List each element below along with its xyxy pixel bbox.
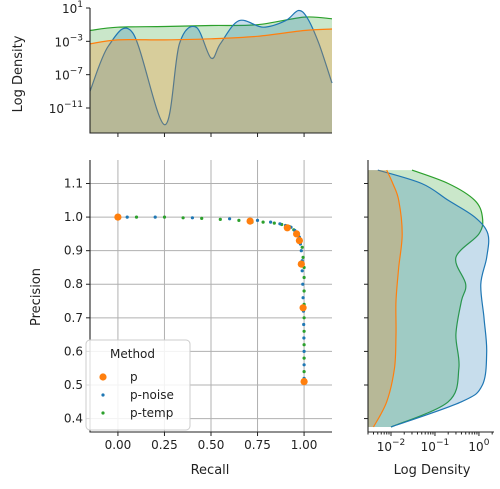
joint-xtick-label: 0.50 bbox=[198, 438, 225, 452]
density-fill-p-temp bbox=[368, 170, 483, 427]
legend-marker-p-noise bbox=[101, 393, 105, 397]
point-p bbox=[293, 230, 301, 238]
legend-label-p-temp: p-temp bbox=[130, 406, 173, 420]
legend: Method p p-noise p-temp bbox=[85, 339, 191, 431]
joint-panel: 0.00 0.25 0.50 0.75 1.00 0.4 0.5 0.6 0.7 0.8 0.9 1.… bbox=[29, 160, 332, 478]
joint-xtick-label: 0.75 bbox=[244, 438, 271, 452]
density-line-p-temp bbox=[390, 169, 484, 428]
right-spines bbox=[367, 160, 494, 433]
point-p-temp bbox=[261, 220, 265, 224]
point-p-noise bbox=[301, 282, 305, 286]
right-xlabel: Log Density bbox=[394, 463, 471, 478]
right-xtick-label: 100 bbox=[468, 438, 489, 454]
point-p-noise bbox=[302, 336, 306, 340]
point-p-temp bbox=[300, 245, 304, 249]
top-ytick-label: 10−11 bbox=[49, 100, 83, 116]
point-p bbox=[295, 237, 303, 245]
point-p-noise bbox=[302, 363, 306, 367]
point-p-noise bbox=[255, 218, 260, 222]
legend-label-p-noise: p-noise bbox=[130, 388, 174, 402]
right-marginal-panel: 10−2 10−1 100 Log Density bbox=[364, 160, 494, 478]
legend-marker-p-temp bbox=[101, 411, 105, 415]
point-p-noise bbox=[302, 322, 306, 327]
point-p-temp bbox=[200, 216, 204, 220]
joint-ytick-label: 1.1 bbox=[64, 177, 83, 191]
point-p-temp bbox=[181, 216, 185, 220]
legend-label-p: p bbox=[130, 370, 138, 384]
density-line-p bbox=[89, 28, 333, 45]
point-p-temp bbox=[302, 343, 306, 347]
density-line-p-noise bbox=[377, 169, 490, 428]
point-p-noise bbox=[278, 222, 282, 226]
point-p-temp bbox=[302, 289, 306, 293]
point-p-noise bbox=[153, 215, 157, 219]
density-line-p-temp bbox=[89, 16, 333, 32]
point-p bbox=[114, 213, 122, 221]
joint-xtick-label: 1.00 bbox=[291, 438, 318, 452]
density-fill-p bbox=[368, 170, 403, 427]
joint-ytick-label: 0.8 bbox=[64, 277, 83, 291]
legend-marker-p bbox=[99, 373, 107, 381]
joint-ytick-label: 0.6 bbox=[64, 344, 83, 358]
top-spines bbox=[89, 8, 332, 134]
point-p-noise bbox=[301, 296, 305, 300]
point-p-noise bbox=[125, 215, 129, 219]
point-p-temp bbox=[301, 255, 305, 259]
right-xtick-label: 10−2 bbox=[377, 438, 406, 454]
point-p-temp bbox=[218, 217, 222, 221]
legend-box bbox=[85, 339, 191, 431]
point-p-noise bbox=[269, 220, 273, 224]
point-p-temp bbox=[134, 215, 139, 219]
legend-title: Method bbox=[110, 347, 155, 361]
joint-xtick-label: 0.00 bbox=[105, 438, 132, 452]
joint-spines bbox=[89, 160, 332, 433]
top-ytick-label: 10−3 bbox=[54, 33, 83, 49]
top-ytick-label: 10−7 bbox=[54, 67, 83, 83]
joint-ytick-label: 0.4 bbox=[64, 412, 83, 426]
point-p-temp bbox=[302, 329, 306, 333]
joint-ytick-label: 0.9 bbox=[64, 244, 83, 258]
joint-ylabel: Precision bbox=[29, 268, 44, 326]
top-ytick-label: 101 bbox=[62, 0, 83, 16]
right-xtick-label: 10−1 bbox=[421, 438, 450, 454]
point-p bbox=[299, 304, 307, 312]
joint-ytick-label: 1.0 bbox=[64, 210, 83, 224]
point-p bbox=[246, 217, 254, 225]
point-p bbox=[300, 378, 308, 386]
point-p-temp bbox=[302, 316, 306, 320]
point-p-temp bbox=[272, 221, 276, 225]
point-p-temp bbox=[237, 218, 241, 222]
point-p-noise bbox=[300, 269, 304, 273]
density-fill-p bbox=[90, 29, 332, 133]
density-line-p bbox=[372, 169, 403, 428]
point-p-temp bbox=[302, 370, 306, 374]
joint-ytick-label: 0.5 bbox=[64, 378, 83, 392]
point-p-noise bbox=[190, 216, 194, 220]
top-ylabel: Log Density bbox=[11, 35, 26, 112]
point-p-noise bbox=[228, 217, 232, 221]
point-p-temp bbox=[302, 275, 306, 280]
joint-xtick-label: 0.25 bbox=[151, 438, 178, 452]
point-p bbox=[297, 260, 305, 268]
joint-xlabel: Recall bbox=[191, 463, 230, 478]
top-marginal-panel: 101 10−3 10−7 10−11 Log Density bbox=[11, 0, 333, 137]
point-p-temp bbox=[162, 215, 167, 219]
point-p-temp bbox=[302, 356, 306, 360]
point-p-noise bbox=[302, 349, 306, 353]
point-p-noise bbox=[299, 249, 303, 253]
density-line-p-noise bbox=[89, 9, 333, 126]
density-fill-p-noise bbox=[368, 170, 489, 427]
point-p bbox=[283, 224, 291, 232]
joint-ytick-label: 0.7 bbox=[64, 311, 83, 325]
density-fill-p-noise bbox=[90, 10, 332, 134]
density-fill-p-temp bbox=[90, 16, 332, 133]
